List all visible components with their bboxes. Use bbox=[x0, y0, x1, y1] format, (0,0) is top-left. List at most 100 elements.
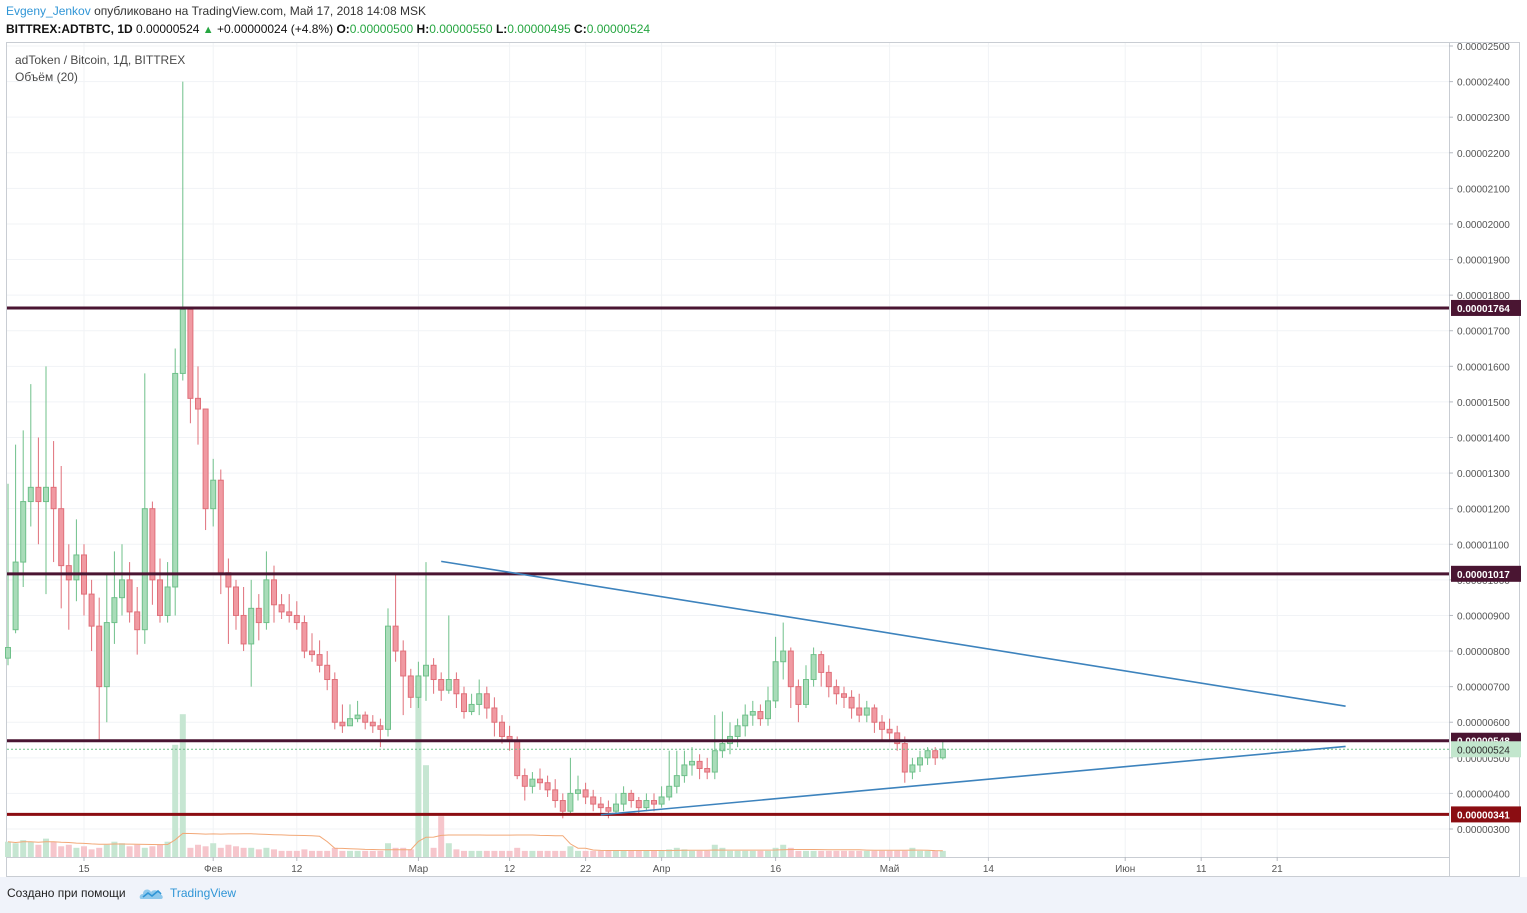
candle-body[interactable] bbox=[316, 654, 323, 666]
candle-body[interactable] bbox=[210, 479, 217, 510]
candle-body[interactable] bbox=[164, 586, 171, 616]
candle-body[interactable] bbox=[582, 789, 589, 798]
candle-body[interactable] bbox=[552, 789, 559, 802]
candle-body[interactable] bbox=[263, 579, 270, 624]
candle-body[interactable] bbox=[537, 778, 543, 784]
author-link[interactable]: Evgeny_Jenkov bbox=[6, 4, 91, 18]
trendline[interactable] bbox=[441, 560, 1346, 708]
candle-body[interactable] bbox=[96, 625, 103, 688]
candle-body[interactable] bbox=[848, 696, 855, 709]
candle-body[interactable] bbox=[567, 792, 574, 812]
candle-body[interactable] bbox=[149, 508, 156, 581]
candle-body[interactable] bbox=[309, 650, 315, 656]
candle-body[interactable] bbox=[711, 750, 718, 773]
candle-body[interactable] bbox=[673, 775, 680, 787]
candle-body[interactable] bbox=[134, 611, 141, 631]
candle-body[interactable] bbox=[331, 679, 338, 723]
tradingview-cloud-icon[interactable] bbox=[139, 885, 165, 903]
candle-body[interactable] bbox=[293, 614, 300, 624]
candle-body[interactable] bbox=[73, 554, 80, 581]
candle-body[interactable] bbox=[529, 778, 536, 787]
candle-body[interactable] bbox=[445, 679, 452, 691]
candle-body[interactable] bbox=[681, 764, 688, 777]
candle-body[interactable] bbox=[863, 707, 870, 716]
candle-body[interactable] bbox=[126, 579, 133, 613]
candle-body[interactable] bbox=[909, 764, 916, 773]
candle-body[interactable] bbox=[195, 397, 201, 410]
candle-body[interactable] bbox=[719, 743, 726, 752]
candle-body[interactable] bbox=[172, 372, 179, 588]
candle-body[interactable] bbox=[803, 679, 809, 705]
candle-body[interactable] bbox=[392, 625, 399, 652]
candle-body[interactable] bbox=[119, 579, 125, 599]
candle-body[interactable] bbox=[590, 796, 597, 805]
candle-body[interactable] bbox=[468, 703, 475, 713]
candle-body[interactable] bbox=[689, 760, 695, 766]
candle-body[interactable] bbox=[5, 646, 11, 659]
candle-body[interactable] bbox=[742, 714, 749, 727]
candle-body[interactable] bbox=[605, 807, 612, 812]
candle-body[interactable] bbox=[58, 508, 65, 567]
candle-body[interactable] bbox=[917, 757, 923, 766]
candle-body[interactable] bbox=[255, 607, 262, 624]
candle-body[interactable] bbox=[362, 714, 369, 723]
candle-body[interactable] bbox=[734, 725, 741, 737]
candle-body[interactable] bbox=[103, 622, 110, 688]
candle-body[interactable] bbox=[35, 486, 42, 503]
candle-body[interactable] bbox=[187, 308, 194, 399]
candle-body[interactable] bbox=[438, 679, 445, 691]
candle-body[interactable] bbox=[20, 501, 27, 563]
candle-body[interactable] bbox=[749, 711, 756, 716]
candle-body[interactable] bbox=[88, 593, 95, 627]
candle-body[interactable] bbox=[271, 579, 277, 606]
candle-body[interactable] bbox=[901, 743, 908, 773]
candle-body[interactable] bbox=[400, 650, 407, 677]
candle-body[interactable] bbox=[932, 750, 939, 759]
candle-body[interactable] bbox=[27, 486, 34, 503]
candle-body[interactable] bbox=[780, 650, 787, 663]
candle-body[interactable] bbox=[810, 654, 817, 681]
candle-body[interactable] bbox=[491, 707, 498, 723]
candle-body[interactable] bbox=[157, 579, 163, 616]
candle-body[interactable] bbox=[787, 650, 794, 688]
candle-body[interactable] bbox=[696, 760, 703, 769]
candle-body[interactable] bbox=[704, 767, 711, 773]
candle-body[interactable] bbox=[575, 789, 581, 794]
candle-body[interactable] bbox=[385, 625, 391, 730]
candle-body[interactable] bbox=[240, 614, 247, 645]
candle-body[interactable] bbox=[339, 721, 346, 727]
candle-body[interactable] bbox=[544, 782, 551, 791]
candle-body[interactable] bbox=[818, 654, 825, 673]
candle-body[interactable] bbox=[141, 508, 148, 631]
candle-body[interactable] bbox=[179, 308, 186, 374]
candle-body[interactable] bbox=[559, 800, 566, 812]
candle-body[interactable] bbox=[521, 775, 528, 787]
candle-body[interactable] bbox=[841, 693, 847, 698]
candle-body[interactable] bbox=[597, 803, 604, 809]
candle-body[interactable] bbox=[924, 750, 931, 759]
candle-body[interactable] bbox=[415, 675, 422, 698]
candle-body[interactable] bbox=[856, 707, 863, 716]
candle-body[interactable] bbox=[765, 700, 771, 720]
candle-body[interactable] bbox=[620, 792, 627, 805]
candle-body[interactable] bbox=[278, 604, 285, 613]
candle-body[interactable] bbox=[651, 800, 657, 805]
chart-frame[interactable] bbox=[6, 42, 1520, 877]
candle-body[interactable] bbox=[12, 561, 19, 631]
candle-body[interactable] bbox=[825, 671, 832, 688]
candle-body[interactable] bbox=[628, 792, 635, 802]
candle-body[interactable] bbox=[430, 664, 437, 681]
candle-body[interactable] bbox=[666, 785, 673, 798]
candle-body[interactable] bbox=[939, 748, 946, 759]
candle-body[interactable] bbox=[871, 707, 878, 723]
candle-body[interactable] bbox=[757, 711, 764, 720]
candle-body[interactable] bbox=[635, 800, 642, 809]
candle-body[interactable] bbox=[407, 675, 414, 698]
candle-body[interactable] bbox=[369, 721, 376, 727]
candle-body[interactable] bbox=[423, 664, 429, 677]
candle-body[interactable] bbox=[233, 586, 239, 616]
trendline[interactable] bbox=[600, 745, 1346, 816]
candle-body[interactable] bbox=[324, 664, 331, 681]
candle-body[interactable] bbox=[202, 408, 209, 510]
candle-body[interactable] bbox=[461, 693, 467, 713]
